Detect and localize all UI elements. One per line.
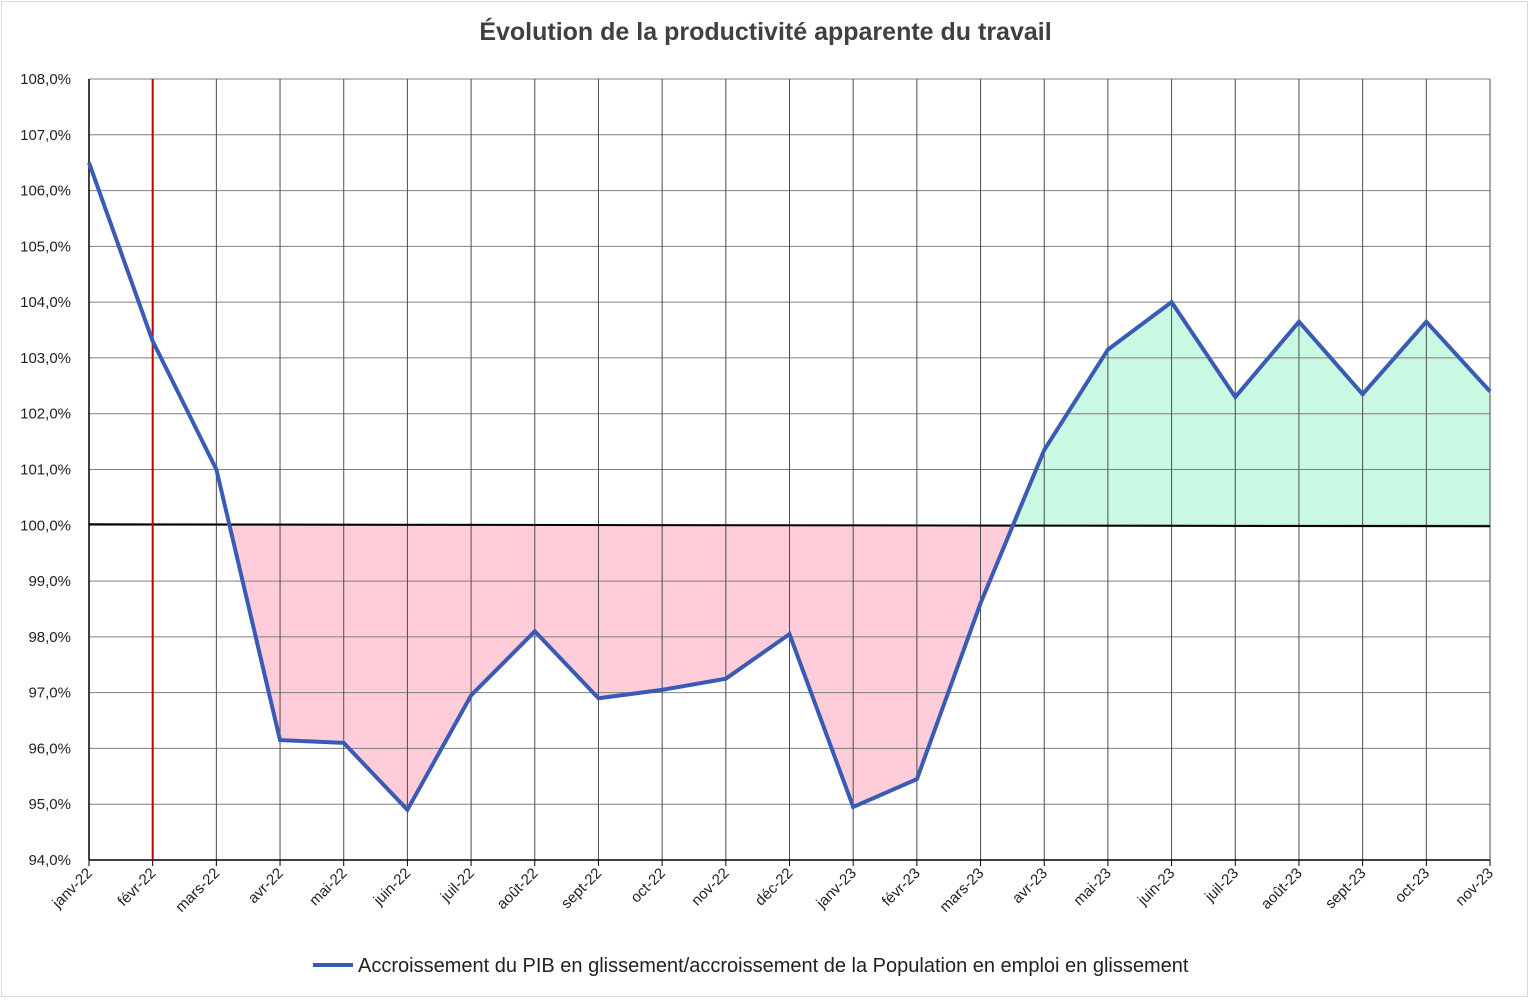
y-tick-label: 94,0%: [28, 852, 71, 869]
x-tick-label: juil-23: [1201, 865, 1242, 906]
x-tick-label: avr-22: [245, 865, 287, 907]
y-tick-label: 101,0%: [20, 462, 71, 479]
x-tick-label: mars-23: [936, 865, 987, 916]
y-tick-label: 105,0%: [20, 238, 71, 255]
y-tick-label: 96,0%: [28, 740, 71, 757]
y-tick-label: 100,0%: [20, 517, 71, 534]
x-tick-label: mai-23: [1070, 865, 1114, 909]
y-tick-label: 102,0%: [20, 406, 71, 423]
x-tick-label: mai-22: [306, 865, 350, 909]
x-tick-label: janv-23: [812, 865, 860, 913]
chart-title: Évolution de la productivité apparente d…: [479, 18, 1052, 46]
x-tick-label: nov-22: [688, 865, 732, 909]
x-tick-label: juin-23: [1134, 865, 1179, 910]
y-tick-label: 107,0%: [20, 127, 71, 144]
x-tick-label: sept-23: [1322, 865, 1369, 912]
x-tick-label: juin-22: [370, 865, 415, 910]
reference-line-100: [88, 523, 1491, 528]
x-tick-label: oct-22: [627, 865, 669, 907]
x-tick-label: août-23: [1258, 865, 1306, 913]
x-tick-label: févr-23: [879, 865, 924, 910]
x-tick-label: nov-23: [1452, 865, 1496, 909]
y-tick-label: 95,0%: [28, 796, 71, 813]
y-tick-label: 99,0%: [28, 573, 71, 590]
x-tick-label: janv-22: [48, 865, 96, 913]
y-tick-label: 108,0%: [20, 71, 71, 88]
x-tick-label: juil-22: [437, 865, 478, 906]
x-tick-label: août-22: [494, 865, 542, 913]
x-tick-label: avr-23: [1009, 865, 1051, 907]
x-tick-label: oct-23: [1392, 865, 1434, 907]
legend: Accroissement du PIB en glissement/accro…: [313, 955, 1189, 977]
x-tick-label: mars-22: [172, 865, 223, 916]
x-tick-label: févr-22: [114, 865, 159, 910]
y-tick-label: 97,0%: [28, 685, 71, 702]
fill-area-below-100: [229, 525, 1013, 810]
y-tick-label: 104,0%: [20, 294, 71, 311]
x-tick-label: sept-22: [558, 865, 605, 912]
y-tick-label: 106,0%: [20, 183, 71, 200]
y-tick-label: 98,0%: [28, 629, 71, 646]
x-tick-label: déc-22: [752, 865, 796, 909]
y-tick-label: 103,0%: [20, 350, 71, 367]
legend-label: Accroissement du PIB en glissement/accro…: [358, 955, 1189, 977]
